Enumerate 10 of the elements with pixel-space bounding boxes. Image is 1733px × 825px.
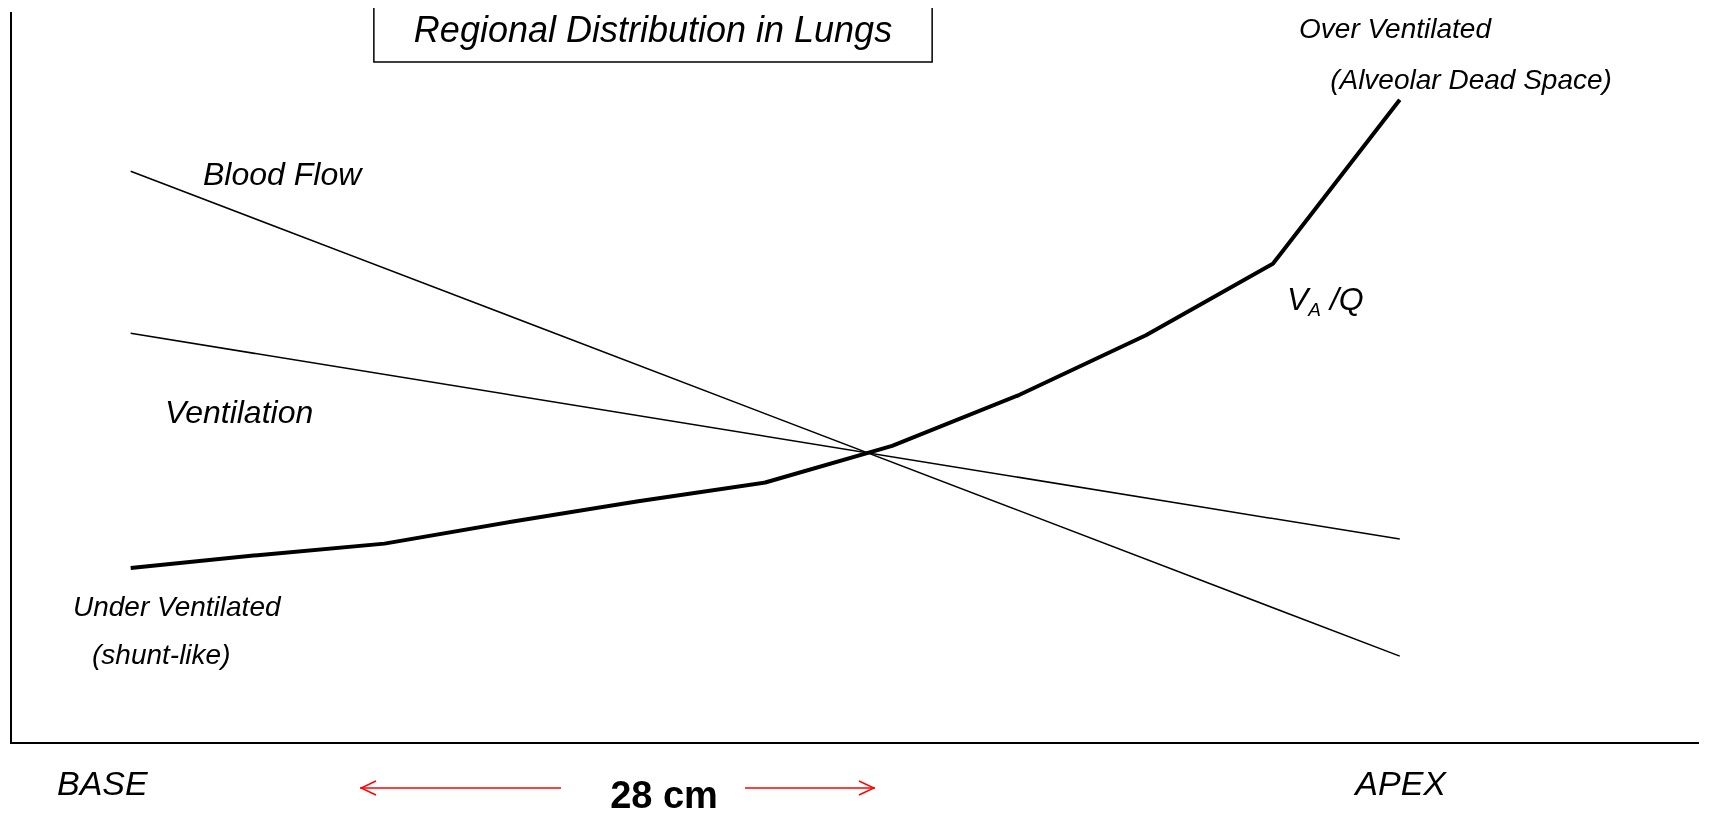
chart-title: Regional Distribution in Lungs [413,9,893,51]
series-label: Ventilation [165,393,314,430]
annotation: (shunt-like) [92,638,231,670]
text: BASE [57,764,149,803]
text: (Alveolar Dead Space) [1330,63,1612,95]
text: Over Ventilated [1299,12,1493,44]
series-label: Blood Flow [203,155,364,192]
text: 28 cm [610,774,718,817]
text: APEX [1353,764,1448,803]
annotation: Under Ventilated [73,590,282,622]
